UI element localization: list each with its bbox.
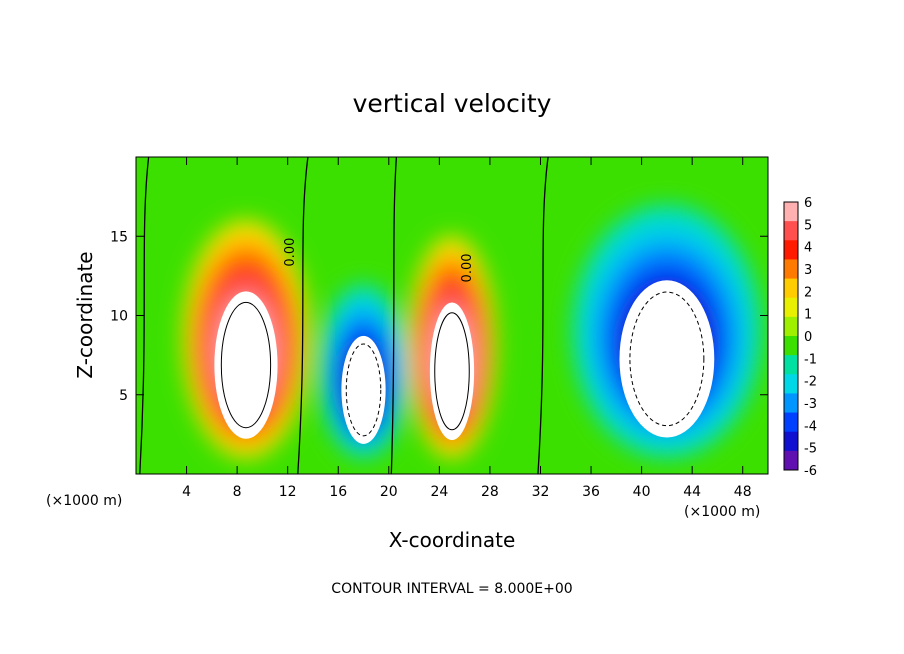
colorbar-label: 5 — [804, 218, 812, 233]
core-3 — [619, 280, 715, 438]
colorbar-swatch — [784, 450, 798, 471]
x-tick-label: 32 — [532, 484, 550, 500]
colorbar-label: 2 — [804, 285, 812, 300]
contour-label: 0.00 — [283, 238, 298, 267]
colorbar-swatch — [784, 202, 798, 222]
colorbar-label: 3 — [804, 263, 812, 278]
x-tick-label: 28 — [481, 484, 499, 500]
colorbar-label: -2 — [804, 375, 817, 390]
colorbar-label: -6 — [804, 464, 817, 479]
colorbar-swatch — [784, 278, 798, 299]
x-tick-label: 4 — [182, 484, 191, 500]
colorbar-swatch — [784, 297, 798, 318]
x-tick-label: 24 — [430, 484, 448, 500]
colorbar-label: 0 — [804, 330, 812, 345]
x-tick-label: 16 — [329, 484, 347, 500]
colorbar-swatch — [784, 240, 798, 260]
zero-contour — [390, 157, 398, 474]
x-unit-label-left: (×1000 m) — [46, 493, 122, 509]
core-0 — [214, 291, 278, 439]
contour-label: 0.00 — [460, 253, 475, 282]
colorbar-swatch — [784, 355, 798, 375]
colorbar-label: -5 — [804, 442, 817, 457]
zero-contour — [537, 157, 549, 474]
velocity-cores — [214, 280, 715, 444]
colorbar-label: 6 — [804, 196, 812, 211]
x-tick-label: 36 — [582, 484, 600, 500]
colorbar-label: -4 — [804, 419, 817, 434]
colorbar-swatch — [784, 316, 798, 337]
colorbar-label: 4 — [804, 241, 812, 256]
core-contour-0 — [220, 301, 272, 429]
core-2 — [429, 302, 475, 441]
core-contour-1 — [345, 343, 382, 437]
y-tick-label: 5 — [119, 388, 128, 404]
x-tick-label: 48 — [734, 484, 752, 500]
x-axis-label: X-coordinate — [389, 528, 516, 552]
colorbar-swatch — [784, 393, 798, 414]
colorbar-label: -3 — [804, 397, 817, 412]
colorbar-swatch — [784, 374, 798, 394]
plot-area: 0.00 0.00 — [136, 157, 768, 474]
colorbar-label: 1 — [804, 308, 812, 323]
contour-lines — [139, 157, 549, 474]
chart-title: vertical velocity — [353, 89, 552, 118]
zero-contour — [297, 157, 309, 474]
x-tick-label: 44 — [683, 484, 701, 500]
colorbar-frame — [783, 201, 799, 471]
contour-labels: 0.00 0.00 — [283, 238, 475, 283]
core-contour-3 — [629, 291, 705, 427]
colorbar-label: -1 — [804, 352, 817, 367]
colorbar-swatch — [784, 431, 798, 452]
y-axis-label: Z-coordinate — [73, 251, 97, 378]
zero-contour — [139, 157, 150, 474]
x-tick-label: 20 — [380, 484, 398, 500]
core-contour-2 — [434, 312, 470, 431]
y-tick-label: 15 — [110, 229, 128, 245]
y-axis: 5 10 15 — [110, 229, 768, 404]
colorbar-swatch — [784, 412, 798, 433]
colorbar-swatch — [784, 221, 798, 241]
y-tick-label: 10 — [110, 309, 128, 325]
contour-interval-note: CONTOUR INTERVAL = 8.000E+00 — [331, 581, 572, 597]
x-tick-label: 40 — [633, 484, 651, 500]
x-tick-label: 8 — [233, 484, 242, 500]
colorbar-swatch — [784, 336, 798, 356]
colorbar: 6 5 4 3 2 1 0 -1 -2 -3 -4 -5 -6 — [783, 196, 817, 479]
x-tick-label: 12 — [279, 484, 297, 500]
colorbar-swatch — [784, 259, 798, 280]
core-1 — [341, 335, 386, 444]
x-unit-label-right: (×1000 m) — [684, 504, 760, 520]
x-axis: 4 8 12 16 20 24 28 32 36 40 44 48 — [182, 157, 752, 500]
